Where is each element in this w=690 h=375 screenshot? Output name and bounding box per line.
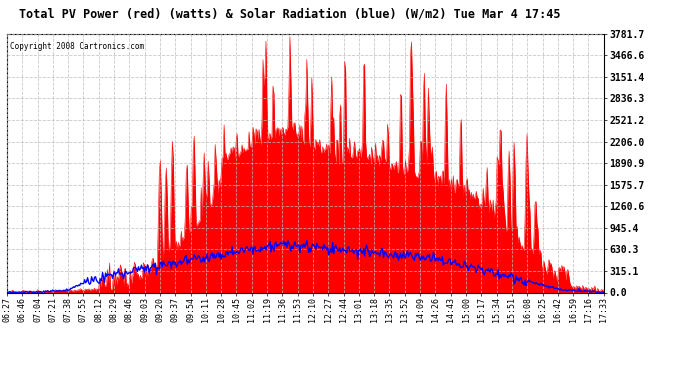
Text: Copyright 2008 Cartronics.com: Copyright 2008 Cartronics.com [10, 42, 144, 51]
Text: Total PV Power (red) (watts) & Solar Radiation (blue) (W/m2) Tue Mar 4 17:45: Total PV Power (red) (watts) & Solar Rad… [19, 8, 560, 21]
